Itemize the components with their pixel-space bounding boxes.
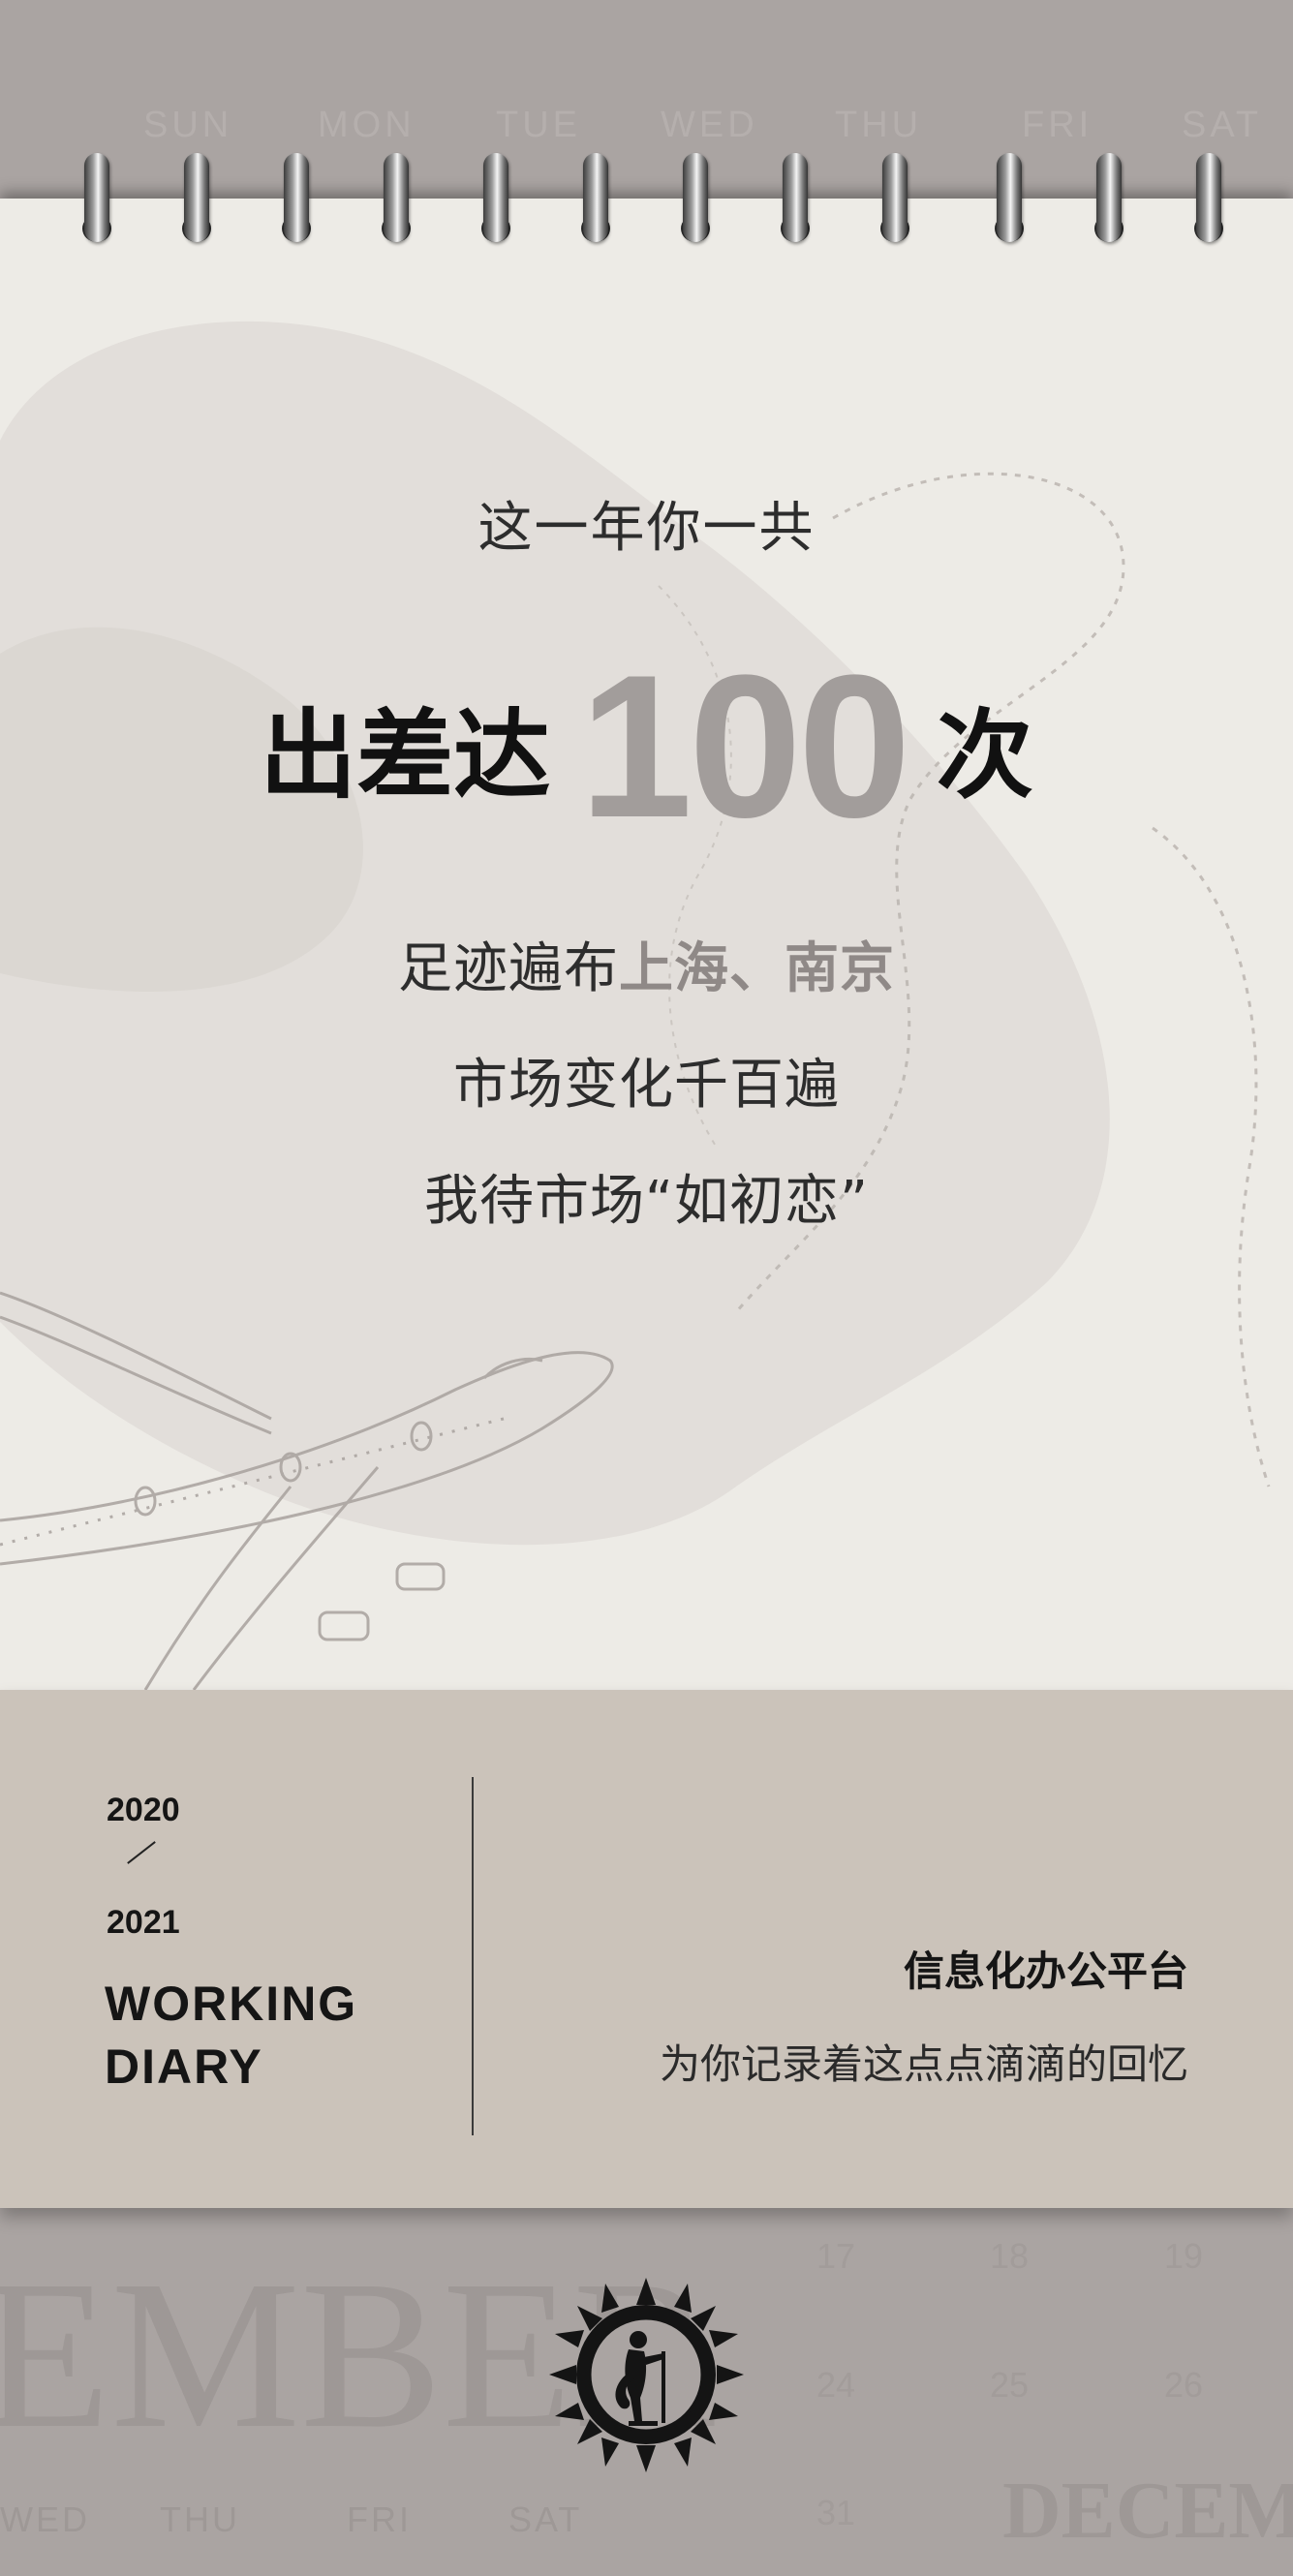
weekday-fri-bottom: FRI: [347, 2499, 412, 2539]
binding-ring: [583, 153, 608, 242]
weekday-thu: THU: [835, 105, 923, 145]
weekday-sat-bottom: SAT: [508, 2499, 582, 2539]
headline: 出差达 100 次: [0, 629, 1293, 864]
weekday-mon: MON: [318, 105, 416, 145]
date-cell: 24: [816, 2365, 855, 2405]
date-cell: 31: [816, 2493, 855, 2532]
date-cell: 17: [816, 2236, 855, 2276]
binding-ring: [1096, 153, 1122, 242]
binding-ring: [284, 153, 309, 242]
binding-ring: [783, 153, 808, 242]
diary-label-line1: WORKING: [105, 1977, 358, 2031]
weekday-wed: WED: [661, 105, 758, 145]
binding-ring: [483, 153, 508, 242]
calendar-page: [0, 199, 1293, 1690]
emblem-logo: [549, 2278, 744, 2472]
date-cell: 19: [1164, 2236, 1203, 2276]
binding-ring: [683, 153, 708, 242]
binding-ring: [84, 153, 109, 242]
market-line: 市场变化千百遍: [453, 1054, 840, 1117]
weekday-thu-bottom: THU: [160, 2499, 240, 2539]
map-airplane-illustration: [0, 321, 1271, 1690]
binding-ring: [997, 153, 1022, 242]
vertical-divider: [472, 1777, 474, 2135]
intro-text: 这一年你一共: [477, 497, 816, 560]
binding-ring: [184, 153, 209, 242]
diary-label-line2: DIARY: [105, 2039, 263, 2094]
weekday-fri: FRI: [1022, 105, 1093, 145]
date-cell: 26: [1164, 2365, 1203, 2405]
weekday-sat: SAT: [1182, 105, 1263, 145]
weekday-wed-bottom: WED: [0, 2499, 90, 2539]
weekday-tue: TUE: [496, 105, 581, 145]
year-start: 2020: [107, 1792, 180, 1828]
month-small-text: DECEMB: [1002, 2466, 1293, 2556]
weekday-sun: SUN: [143, 105, 233, 145]
date-cell: 25: [990, 2365, 1029, 2405]
trip-count: 100: [579, 632, 910, 860]
footer-band: [0, 1690, 1293, 2208]
love-line: 我待市场“如初恋”: [423, 1170, 870, 1233]
binding-ring: [384, 153, 409, 242]
platform-title: 信息化办公平台: [903, 1947, 1188, 1995]
headline-prefix: 出差达: [260, 698, 551, 813]
binding-ring: [882, 153, 908, 242]
headline-suffix: 次: [936, 698, 1033, 813]
year-end: 2021: [107, 1904, 180, 1941]
cities-highlight: 上海、南京: [619, 937, 895, 1000]
footprint-line: 足迹遍布上海、南京: [0, 925, 1293, 1003]
footprint-prefix: 足迹遍布: [398, 937, 619, 1000]
date-cell: 18: [990, 2236, 1029, 2276]
platform-subtitle: 为你记录着这点点滴滴的回忆: [659, 2040, 1188, 2088]
binding-ring: [1196, 153, 1221, 242]
weekday-header: SUN MON TUE WED THU FRI SAT: [0, 105, 1293, 153]
